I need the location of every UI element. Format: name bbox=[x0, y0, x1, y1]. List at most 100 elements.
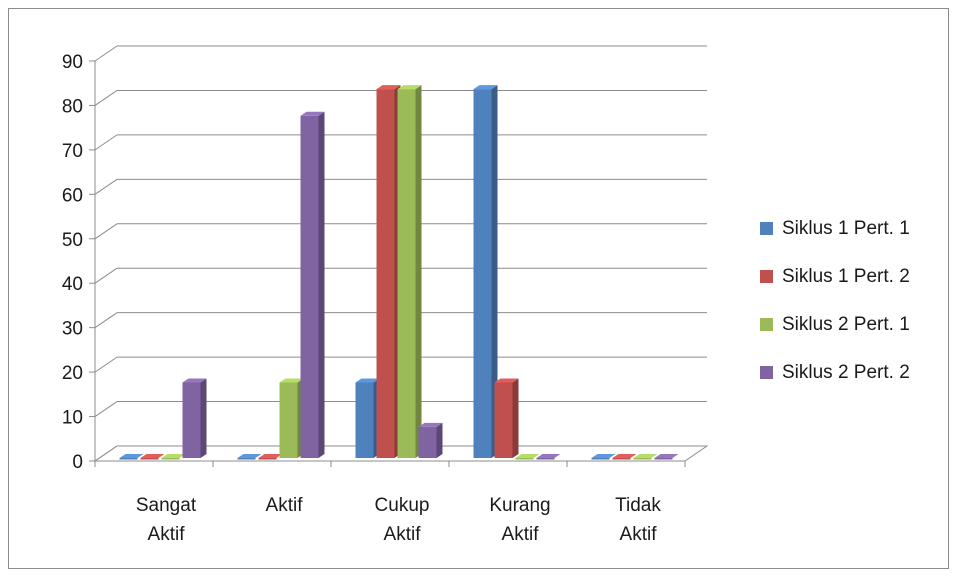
legend-item: Siklus 2 Pert. 2 bbox=[760, 362, 910, 383]
bars bbox=[119, 85, 679, 460]
bar-top bbox=[279, 378, 304, 383]
bar bbox=[119, 454, 144, 460]
bar-top bbox=[633, 454, 658, 458]
x-category-label: Cukup bbox=[375, 495, 430, 516]
bar-front bbox=[258, 458, 277, 460]
bar-front bbox=[397, 89, 416, 458]
bar-front bbox=[473, 89, 492, 458]
x-category-label: Tidak bbox=[615, 495, 661, 516]
axis-labels: 0 10 20 30 40 50 60 70 80 90 Sangat Aktif Aktif Cukup… bbox=[62, 52, 662, 545]
bar-side bbox=[512, 378, 519, 458]
bar bbox=[279, 378, 304, 458]
bar-front bbox=[279, 382, 298, 458]
bar-front bbox=[654, 458, 673, 460]
bar bbox=[182, 378, 207, 458]
bar-front bbox=[612, 458, 631, 460]
chart-floor bbox=[93, 445, 709, 462]
gridline-diagonal bbox=[94, 45, 118, 62]
bar-top bbox=[515, 454, 540, 458]
bar-side bbox=[491, 85, 498, 458]
x-category-label: Aktif bbox=[384, 524, 422, 545]
bar-top bbox=[161, 454, 186, 458]
y-tick-label: 70 bbox=[62, 141, 83, 162]
bar-side bbox=[200, 378, 207, 458]
bar bbox=[473, 85, 498, 458]
bar bbox=[591, 454, 616, 460]
bar-top bbox=[140, 454, 165, 458]
legend-item: Siklus 2 Pert. 1 bbox=[760, 314, 910, 335]
bar bbox=[515, 454, 540, 460]
bar-top bbox=[397, 85, 422, 90]
bar-top bbox=[300, 111, 325, 116]
y-tick-label: 0 bbox=[72, 452, 83, 473]
bar-side bbox=[318, 111, 325, 459]
bar-front bbox=[300, 115, 319, 459]
y-tick-label: 30 bbox=[62, 319, 83, 340]
x-category-label: Aktif bbox=[266, 495, 304, 516]
gridline-diagonal bbox=[94, 90, 118, 106]
bar-top bbox=[473, 85, 498, 90]
bar-top bbox=[654, 454, 679, 458]
bar bbox=[300, 111, 325, 459]
y-tick-label: 20 bbox=[62, 363, 83, 384]
bar-front bbox=[119, 458, 138, 460]
y-tick-label: 50 bbox=[62, 230, 83, 251]
bar bbox=[258, 454, 283, 460]
legend-label: Siklus 2 Pert. 1 bbox=[782, 314, 910, 335]
x-category-label: Aktif bbox=[502, 524, 540, 545]
bar-front bbox=[633, 458, 652, 460]
bar-top bbox=[355, 378, 380, 383]
gridline-diagonal bbox=[94, 401, 118, 417]
bar bbox=[237, 454, 262, 460]
bar bbox=[355, 378, 380, 458]
bar-front bbox=[182, 382, 201, 458]
bar-side bbox=[436, 422, 443, 458]
bar bbox=[161, 454, 186, 460]
y-tick-label: 10 bbox=[62, 408, 83, 429]
bar-front bbox=[161, 458, 180, 460]
x-category-label: Aktif bbox=[620, 524, 658, 545]
y-tick-label: 80 bbox=[62, 96, 83, 117]
bar-top bbox=[612, 454, 637, 458]
legend-label: Siklus 1 Pert. 2 bbox=[782, 266, 910, 287]
bar bbox=[633, 454, 658, 460]
bar-front bbox=[355, 382, 374, 458]
bar-front bbox=[140, 458, 159, 460]
x-category-label: Kurang bbox=[489, 495, 550, 516]
y-tick-label: 40 bbox=[62, 274, 83, 295]
legend-item: Siklus 1 Pert. 1 bbox=[760, 218, 910, 239]
legend-swatch bbox=[760, 222, 773, 235]
gridline-diagonal bbox=[94, 356, 118, 373]
bar-front bbox=[418, 426, 437, 458]
legend: Siklus 1 Pert. 1 Siklus 1 Pert. 2 Siklus 2… bbox=[760, 218, 910, 383]
bar-front bbox=[376, 89, 395, 458]
bar-front bbox=[515, 458, 534, 460]
bar bbox=[140, 454, 165, 460]
bar bbox=[397, 85, 422, 458]
legend-item: Siklus 1 Pert. 2 bbox=[760, 266, 910, 287]
bar-top bbox=[237, 454, 262, 458]
bar-front bbox=[536, 458, 555, 460]
bar bbox=[536, 454, 561, 460]
legend-label: Siklus 2 Pert. 2 bbox=[782, 362, 910, 383]
bar bbox=[654, 454, 679, 460]
bar-top bbox=[418, 422, 443, 427]
bar bbox=[376, 85, 401, 458]
bar-top bbox=[119, 454, 144, 458]
bar-top bbox=[494, 378, 519, 383]
bar-top bbox=[182, 378, 207, 383]
x-category-label: Sangat bbox=[136, 495, 197, 516]
legend-swatch bbox=[760, 366, 773, 379]
bar-top bbox=[536, 454, 561, 458]
y-tick-label: 90 bbox=[62, 52, 83, 73]
gridline-diagonal bbox=[94, 223, 118, 240]
legend-swatch bbox=[760, 270, 773, 283]
bar-side bbox=[415, 85, 422, 458]
bar-front bbox=[237, 458, 256, 460]
bar bbox=[418, 422, 443, 458]
axes bbox=[89, 60, 709, 467]
gridline-diagonal bbox=[94, 178, 118, 195]
bar bbox=[494, 378, 519, 458]
legend-label: Siklus 1 Pert. 1 bbox=[782, 218, 910, 239]
